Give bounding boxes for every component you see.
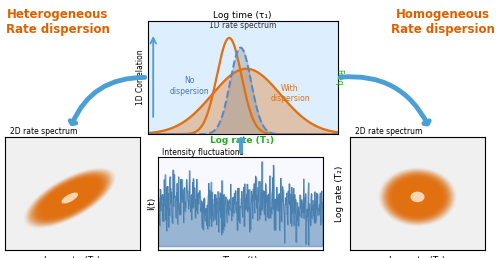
Ellipse shape	[398, 182, 437, 212]
Ellipse shape	[395, 180, 440, 214]
Text: Homogeneous
Rate dispersion: Homogeneous Rate dispersion	[390, 8, 494, 36]
Ellipse shape	[389, 175, 446, 218]
Text: Intensity fluctuations: Intensity fluctuations	[162, 148, 244, 157]
Ellipse shape	[46, 182, 94, 214]
Ellipse shape	[68, 197, 71, 199]
Ellipse shape	[403, 186, 432, 208]
Ellipse shape	[25, 168, 115, 228]
Ellipse shape	[60, 191, 80, 205]
Ellipse shape	[396, 181, 439, 213]
Ellipse shape	[406, 189, 428, 205]
Ellipse shape	[412, 192, 424, 201]
Text: 2D rate spectrum: 2D rate spectrum	[10, 127, 78, 136]
Ellipse shape	[27, 170, 112, 226]
Ellipse shape	[410, 192, 424, 202]
Ellipse shape	[410, 192, 424, 202]
Ellipse shape	[42, 180, 98, 216]
Ellipse shape	[385, 173, 450, 221]
Ellipse shape	[393, 179, 442, 215]
X-axis label: Log rate (T₁): Log rate (T₁)	[210, 135, 274, 144]
Y-axis label: 1D Correlation: 1D Correlation	[136, 50, 144, 105]
Ellipse shape	[32, 173, 108, 223]
Ellipse shape	[400, 184, 435, 210]
Ellipse shape	[414, 194, 422, 200]
Ellipse shape	[383, 171, 452, 223]
Ellipse shape	[382, 170, 452, 223]
Ellipse shape	[414, 195, 420, 199]
Ellipse shape	[38, 177, 102, 219]
Ellipse shape	[412, 193, 422, 201]
Ellipse shape	[378, 167, 456, 227]
Ellipse shape	[63, 194, 76, 203]
Ellipse shape	[416, 195, 420, 198]
Ellipse shape	[41, 179, 98, 217]
Ellipse shape	[57, 190, 82, 206]
Ellipse shape	[394, 179, 441, 215]
Ellipse shape	[33, 174, 106, 222]
Ellipse shape	[391, 177, 444, 217]
Ellipse shape	[50, 185, 90, 211]
Ellipse shape	[387, 174, 448, 220]
Y-axis label: I(t): I(t)	[147, 197, 156, 211]
Ellipse shape	[44, 181, 96, 216]
Ellipse shape	[54, 187, 86, 209]
Text: Heterogeneous
Rate dispersion: Heterogeneous Rate dispersion	[6, 8, 110, 36]
Ellipse shape	[48, 184, 92, 213]
Title: Log time (τ₁): Log time (τ₁)	[213, 11, 272, 20]
Ellipse shape	[392, 178, 443, 216]
Ellipse shape	[66, 196, 73, 200]
Ellipse shape	[52, 187, 87, 209]
Text: With
dispersion: With dispersion	[270, 84, 310, 103]
Ellipse shape	[408, 190, 428, 204]
Ellipse shape	[406, 188, 429, 206]
Ellipse shape	[405, 187, 430, 206]
Ellipse shape	[68, 197, 72, 200]
Text: 1D rate spectrum: 1D rate spectrum	[209, 21, 276, 30]
Ellipse shape	[382, 170, 454, 224]
Ellipse shape	[380, 169, 454, 225]
Ellipse shape	[402, 185, 433, 209]
Ellipse shape	[62, 193, 78, 203]
Ellipse shape	[404, 187, 431, 207]
Ellipse shape	[390, 176, 445, 217]
Y-axis label: Log rate (T₂): Log rate (T₂)	[336, 165, 344, 222]
Text: Freq.: Freq.	[334, 69, 344, 88]
X-axis label: Log rate (T₁): Log rate (T₁)	[44, 256, 100, 258]
Text: 2D rate spectrum: 2D rate spectrum	[356, 127, 423, 136]
Ellipse shape	[36, 176, 104, 220]
Ellipse shape	[46, 183, 93, 213]
X-axis label: Time (t): Time (t)	[222, 256, 258, 258]
Ellipse shape	[56, 189, 84, 207]
Ellipse shape	[49, 184, 90, 212]
Ellipse shape	[388, 175, 447, 219]
Ellipse shape	[399, 183, 436, 211]
X-axis label: Log rate (T₁): Log rate (T₁)	[390, 256, 446, 258]
Ellipse shape	[410, 191, 426, 203]
Text: No
dispersion: No dispersion	[170, 76, 209, 96]
Ellipse shape	[38, 178, 101, 219]
Ellipse shape	[58, 190, 82, 206]
Ellipse shape	[30, 172, 109, 224]
Ellipse shape	[380, 168, 456, 226]
Ellipse shape	[44, 181, 95, 215]
Ellipse shape	[28, 171, 112, 225]
Ellipse shape	[55, 188, 85, 208]
Ellipse shape	[64, 194, 76, 202]
Ellipse shape	[401, 184, 434, 209]
Ellipse shape	[416, 196, 418, 198]
Ellipse shape	[60, 192, 79, 204]
Ellipse shape	[62, 192, 78, 204]
Ellipse shape	[65, 195, 74, 201]
Ellipse shape	[30, 171, 110, 225]
Ellipse shape	[24, 168, 116, 229]
Ellipse shape	[397, 181, 438, 212]
Ellipse shape	[52, 186, 88, 210]
Ellipse shape	[26, 169, 114, 227]
Ellipse shape	[386, 173, 449, 221]
Ellipse shape	[35, 175, 104, 221]
Ellipse shape	[408, 190, 426, 204]
Ellipse shape	[34, 174, 106, 222]
Ellipse shape	[40, 178, 100, 218]
Ellipse shape	[384, 172, 451, 222]
